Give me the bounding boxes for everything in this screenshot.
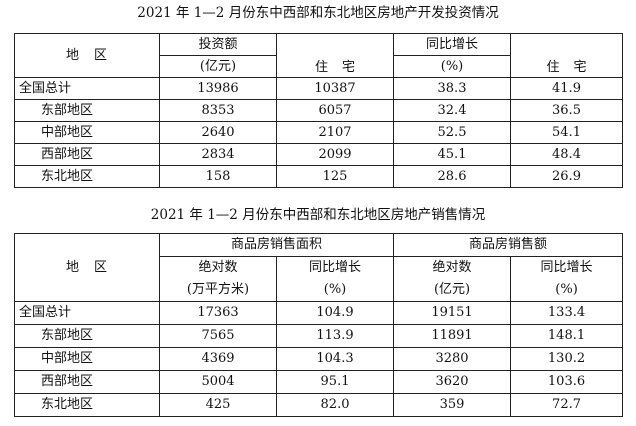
region-cell: 东北地区 xyxy=(14,393,160,417)
investment-table: 地区 投资额 住宅 同比增长 住宅 (亿元) (%) 全国总计 13986 10… xyxy=(14,33,623,188)
residential-cell: 10387 xyxy=(276,77,394,100)
header-area-group: 商品房销售面积 xyxy=(158,233,395,257)
table2-header-row-1: 地区 商品房销售面积 商品房销售额 xyxy=(14,233,624,302)
header-absolute-sales: 绝对数 xyxy=(393,256,512,279)
table-row: 中部地区 4369 104.3 3280 130.2 xyxy=(14,347,624,371)
sales-growth-cell: 72.7 xyxy=(510,393,624,417)
header-area-unit: (万平方米) xyxy=(159,279,277,302)
residential-cell: 2107 xyxy=(276,121,394,144)
header-region: 地区 xyxy=(14,33,160,78)
area-cell: 4369 xyxy=(159,347,277,371)
header-sales-growth: 同比增长 xyxy=(510,256,624,279)
growth-cell: 45.1 xyxy=(393,143,511,166)
region-cell: 全国总计 xyxy=(14,77,160,100)
residential-growth-cell: 54.1 xyxy=(510,121,623,144)
header-region: 地区 xyxy=(14,233,160,302)
residential-growth-cell: 48.4 xyxy=(510,143,623,166)
residential-growth-cell: 26.9 xyxy=(510,165,623,188)
table-row: 东部地区 8353 6057 32.4 36.5 xyxy=(14,99,623,122)
region-cell: 中部地区 xyxy=(14,121,160,144)
header-sales-unit: (亿元) xyxy=(393,279,512,302)
investment-cell: 13986 xyxy=(159,77,277,100)
area-growth-cell: 113.9 xyxy=(275,324,395,348)
investment-cell: 2834 xyxy=(159,143,277,166)
area-cell: 7565 xyxy=(159,324,277,348)
growth-cell: 38.3 xyxy=(393,77,511,100)
table-row: 东部地区 7565 113.9 11891 148.1 xyxy=(14,324,624,348)
table1-title: 2021 年 1—2 月份东中西部和东北地区房地产开发投资情况 xyxy=(137,5,499,21)
residential-cell: 125 xyxy=(276,165,394,188)
sales-cell: 19151 xyxy=(393,301,512,325)
table-row: 东北地区 425 82.0 359 72.7 xyxy=(14,393,624,417)
growth-cell: 52.5 xyxy=(393,121,511,144)
residential-growth-cell: 36.5 xyxy=(510,99,623,122)
region-cell: 西部地区 xyxy=(14,143,160,166)
table2-header-row-2: 绝对数 同比增长 绝对数 同比增长 xyxy=(15,256,624,279)
sales-growth-cell: 148.1 xyxy=(510,324,624,348)
sales-cell: 11891 xyxy=(393,324,512,348)
table-row: 西部地区 2834 2099 45.1 48.4 xyxy=(14,143,623,166)
table2-title: 2021 年 1—2 月份东中西部和东北地区房地产销售情况 xyxy=(150,207,486,223)
table-row: 东北地区 158 125 28.6 26.9 xyxy=(14,165,623,188)
growth-cell: 28.6 xyxy=(393,165,511,188)
region-cell: 中部地区 xyxy=(14,347,160,371)
sales-table: 地区 商品房销售面积 商品房销售额 绝对数 同比增长 绝对数 同比增长 (万平方… xyxy=(14,233,624,417)
investment-cell: 8353 xyxy=(159,99,277,122)
header-sales-group: 商品房销售额 xyxy=(393,233,624,257)
sales-growth-cell: 133.4 xyxy=(510,301,624,325)
region-cell: 东部地区 xyxy=(14,324,160,348)
header-investment: 投资额 xyxy=(159,33,277,56)
header-investment-unit: (亿元) xyxy=(159,55,277,78)
header-area-growth-unit: (%) xyxy=(275,279,395,302)
area-growth-cell: 104.3 xyxy=(275,347,395,371)
region-cell: 西部地区 xyxy=(14,370,160,394)
sales-cell: 359 xyxy=(393,393,512,417)
table-row: 全国总计 13986 10387 38.3 41.9 xyxy=(14,77,623,100)
area-growth-cell: 95.1 xyxy=(275,370,395,394)
region-cell: 全国总计 xyxy=(14,301,160,325)
growth-cell: 32.4 xyxy=(393,99,511,122)
sales-growth-cell: 103.6 xyxy=(510,370,624,394)
header-absolute: 绝对数 xyxy=(159,256,277,279)
table-row: 全国总计 17363 104.9 19151 133.4 xyxy=(14,301,624,325)
header-residential: 住宅 xyxy=(276,33,394,78)
sales-growth-cell: 130.2 xyxy=(510,347,624,371)
sales-cell: 3620 xyxy=(393,370,512,394)
header-sales-growth-unit: (%) xyxy=(510,279,624,302)
table2-header-row-3: (万平方米) (%) (亿元) (%) xyxy=(15,279,624,302)
header-area-growth: 同比增长 xyxy=(275,256,395,279)
header-growth: 同比增长 xyxy=(393,33,511,56)
region-cell: 东北地区 xyxy=(14,165,160,188)
region-cell: 东部地区 xyxy=(14,99,160,122)
area-cell: 5004 xyxy=(159,370,277,394)
investment-cell: 2640 xyxy=(159,121,277,144)
table-row: 中部地区 2640 2107 52.5 54.1 xyxy=(14,121,623,144)
header-residential-growth: 住宅 xyxy=(510,33,623,78)
sales-cell: 3280 xyxy=(393,347,512,371)
area-cell: 17363 xyxy=(159,301,277,325)
table-row: 西部地区 5004 95.1 3620 103.6 xyxy=(14,370,624,394)
table1-header-row-1: 地区 投资额 住宅 同比增长 住宅 xyxy=(14,33,623,78)
area-growth-cell: 104.9 xyxy=(275,301,395,325)
area-growth-cell: 82.0 xyxy=(275,393,395,417)
residential-cell: 2099 xyxy=(276,143,394,166)
residential-growth-cell: 41.9 xyxy=(510,77,623,100)
investment-cell: 158 xyxy=(159,165,277,188)
header-growth-unit: (%) xyxy=(393,55,511,78)
area-cell: 425 xyxy=(159,393,277,417)
residential-cell: 6057 xyxy=(276,99,394,122)
